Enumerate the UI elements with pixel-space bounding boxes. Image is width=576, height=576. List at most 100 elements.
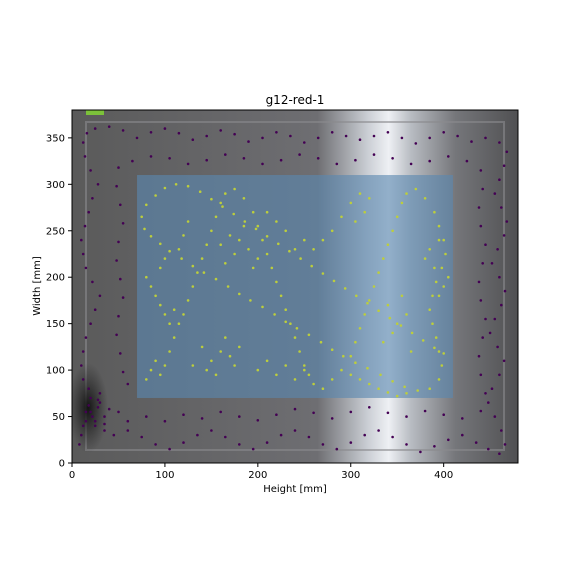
data-point [226,285,230,288]
data-point [143,227,146,231]
data-point [177,322,181,326]
data-point [442,352,446,355]
data-point [83,224,87,228]
data-point [219,410,222,414]
data-point [121,222,125,225]
data-point [284,364,288,367]
data-point [447,275,450,279]
data-point [437,224,441,228]
data-point [372,153,376,156]
data-point [261,136,264,140]
data-point [386,411,390,415]
data-point [163,419,167,423]
data-point [319,340,323,344]
data-point [81,424,85,428]
x-axis-ticks: 0 100 200 300 400 [69,463,453,481]
data-point [391,435,394,439]
data-point [400,201,404,205]
data-point [265,210,269,214]
data-point [140,435,143,439]
data-point [363,433,367,437]
series-2-points [140,183,450,398]
data-point [159,266,162,270]
data-point [115,333,118,337]
data-point [168,350,171,353]
data-point [81,141,85,144]
data-point [182,313,185,316]
data-point [233,187,236,191]
data-point [145,203,148,207]
data-point [335,447,339,451]
data-point [93,127,97,130]
data-point [93,424,97,428]
data-point [154,194,157,197]
data-point [154,443,157,446]
data-point [349,201,353,205]
data-point [202,271,206,274]
data-point [363,313,367,316]
data-point [289,322,292,326]
data-point [414,142,418,145]
data-point [498,141,501,144]
data-point [428,308,432,312]
data-point [279,294,283,298]
data-point [214,215,218,219]
data-point [228,354,232,358]
data-point [391,331,394,335]
data-point [395,394,399,398]
y-tick-label: 200 [46,273,65,284]
data-point [238,415,241,418]
data-point [434,280,438,284]
data-point [321,443,325,446]
data-point [442,238,446,242]
data-point [477,206,481,209]
data-point [298,153,301,156]
data-point [428,136,432,140]
data-point [437,378,441,381]
data-point [330,131,334,134]
data-point [293,378,297,381]
data-point [96,406,100,409]
data-point [228,234,232,237]
data-point [502,359,506,363]
data-point [224,192,227,195]
data-point [433,445,436,448]
data-point [477,354,481,358]
data-point [428,248,432,251]
data-point [284,320,288,324]
data-point [93,308,97,312]
data-point [498,452,501,456]
data-point [391,229,394,233]
data-point [172,336,176,339]
data-point [481,262,485,265]
data-point [159,242,162,246]
y-axis-label: Width [mm] [32,256,43,316]
data-point [81,378,85,381]
data-point [154,294,157,298]
data-point [84,336,88,339]
data-point [391,380,394,383]
data-point [107,125,111,128]
data-point [442,285,446,288]
data-point [484,136,487,140]
data-point [363,210,367,214]
data-point [321,238,325,242]
data-point [168,447,171,451]
data-point [307,333,311,337]
data-point [368,197,371,200]
data-point [126,419,130,423]
data-point [400,136,404,140]
y-tick-label: 0 [59,459,65,470]
axes-frame [71,109,519,464]
data-point [182,413,185,417]
data-point [379,373,382,377]
data-point [419,450,422,454]
data-point [349,410,353,414]
data-point [279,433,283,437]
y-tick-label: 150 [46,319,65,330]
data-point [131,159,134,163]
data-point [163,127,167,130]
data-point [261,162,264,166]
data-point [330,417,334,420]
arena-green-marker [86,110,104,115]
